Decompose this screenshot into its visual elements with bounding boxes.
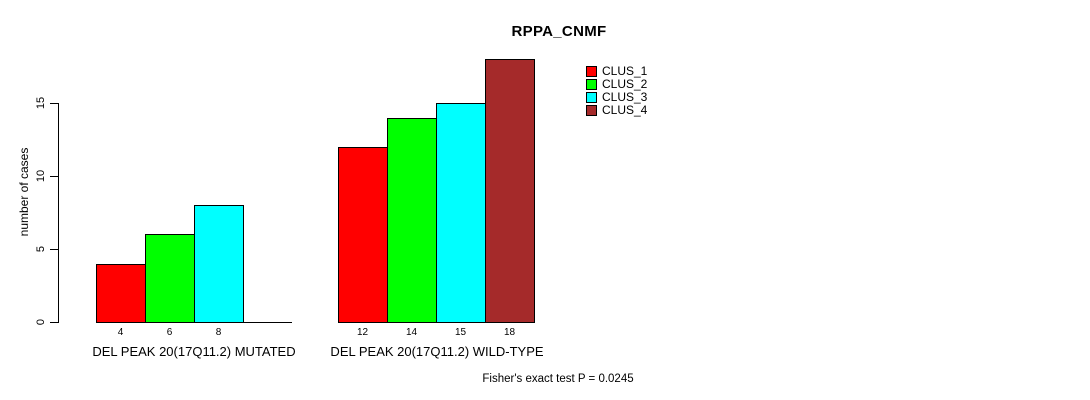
y-tick-15 xyxy=(50,103,58,104)
legend-swatch-icon xyxy=(586,91,597,103)
legend-label: CLUS_1 xyxy=(602,64,648,78)
bar-clus_1-group-2 xyxy=(338,147,388,323)
bar-clus_4-group-2 xyxy=(485,59,535,323)
legend-label: CLUS_4 xyxy=(602,103,648,117)
y-tick-label-15: 15 xyxy=(35,96,47,110)
legend-label: CLUS_2 xyxy=(602,77,648,91)
legend-label: CLUS_3 xyxy=(602,90,648,104)
bar-clus_3-group-1 xyxy=(194,205,244,323)
bar-value-label: 14 xyxy=(405,327,418,338)
bar-clus_2-group-2 xyxy=(387,118,437,323)
legend-item-clus_3: CLUS_3 xyxy=(586,91,647,103)
bar-value-label: 12 xyxy=(356,327,369,338)
y-tick-5 xyxy=(50,249,58,250)
legend-swatch-icon xyxy=(586,78,597,90)
legend-item-clus_4: CLUS_4 xyxy=(586,104,647,116)
legend-item-clus_1: CLUS_1 xyxy=(586,65,647,77)
y-axis-title: number of cases xyxy=(17,147,31,237)
bar-clus_1-group-1 xyxy=(96,264,146,323)
y-tick-10 xyxy=(50,176,58,177)
category-label-wild-type: DEL PEAK 20(17Q11.2) WILD-TYPE xyxy=(330,344,544,359)
bar-clus_3-group-2 xyxy=(436,103,486,323)
bar-value-label: 18 xyxy=(503,327,516,338)
y-tick-label-0: 0 xyxy=(35,318,47,326)
legend-item-clus_2: CLUS_2 xyxy=(586,78,647,90)
y-axis-line xyxy=(58,103,59,323)
legend: CLUS_1 CLUS_2 CLUS_3 CLUS_4 xyxy=(586,65,647,117)
legend-swatch-icon xyxy=(586,65,597,77)
y-tick-0 xyxy=(50,322,58,323)
bar-value-label: 15 xyxy=(454,327,467,338)
y-tick-label-5: 5 xyxy=(35,245,47,253)
category-label-mutated: DEL PEAK 20(17Q11.2) MUTATED xyxy=(92,344,296,359)
bar-clus_2-group-1 xyxy=(145,234,195,323)
y-tick-label-10: 10 xyxy=(35,169,47,183)
chart-title: RPPA_CNMF xyxy=(511,23,607,40)
legend-swatch-icon xyxy=(586,104,597,116)
fisher-test-annotation: Fisher's exact test P = 0.0245 xyxy=(482,373,634,385)
bar-value-label: 8 xyxy=(215,327,222,338)
bar-value-label: 4 xyxy=(117,327,124,338)
bar-value-label: 6 xyxy=(166,327,173,338)
